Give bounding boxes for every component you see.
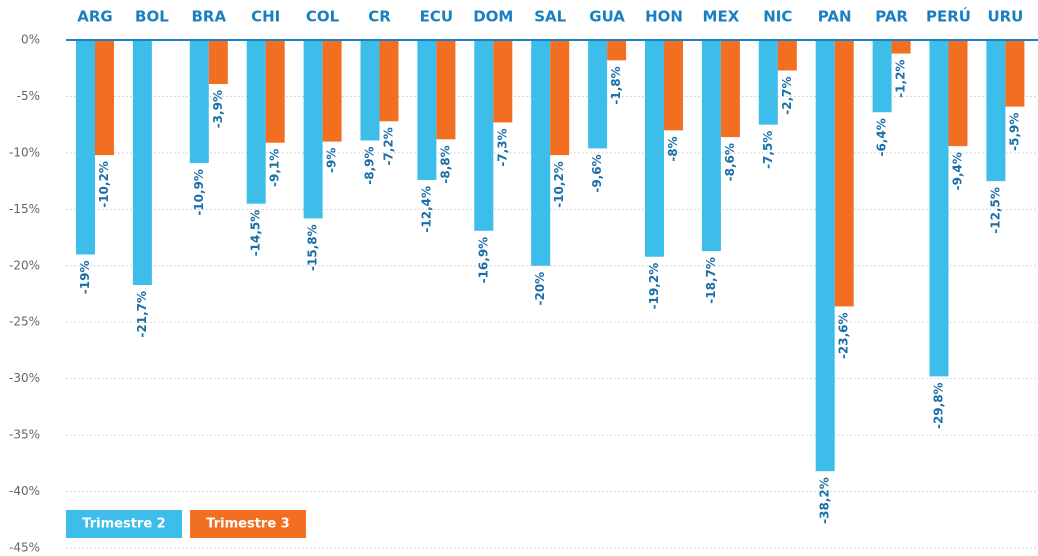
value-label: -5,9% bbox=[1007, 113, 1021, 151]
value-label: -9,6% bbox=[590, 154, 604, 192]
x-tick-label: COL bbox=[306, 8, 340, 26]
legend-swatch bbox=[190, 510, 306, 538]
bar bbox=[588, 40, 608, 149]
value-label: -12,4% bbox=[419, 186, 433, 233]
bar bbox=[322, 40, 342, 142]
y-tick-label: -5% bbox=[17, 89, 40, 103]
x-tick-label: URU bbox=[987, 8, 1023, 26]
bar bbox=[1005, 40, 1025, 107]
value-label: -10,2% bbox=[97, 161, 111, 208]
bar bbox=[132, 40, 152, 285]
x-tick-label: PERÚ bbox=[926, 7, 971, 26]
y-tick-label: -45% bbox=[9, 541, 40, 555]
value-label: -7,2% bbox=[382, 127, 396, 165]
x-tick-label: HON bbox=[645, 8, 683, 26]
y-tick-label: -30% bbox=[9, 371, 40, 385]
bar bbox=[436, 40, 456, 140]
value-label: -10,9% bbox=[192, 169, 206, 216]
value-label: -2,7% bbox=[780, 76, 794, 114]
value-label: -6,4% bbox=[875, 118, 889, 156]
legend-swatch bbox=[66, 510, 182, 538]
y-tick-label: -15% bbox=[9, 202, 40, 216]
value-label: -16,9% bbox=[476, 237, 490, 284]
x-tick-label: BRA bbox=[192, 8, 227, 26]
x-tick-label: CR bbox=[368, 8, 391, 26]
bar bbox=[208, 40, 228, 85]
bar bbox=[720, 40, 740, 138]
value-label: -23,6% bbox=[837, 312, 851, 359]
x-tick-label: MEX bbox=[703, 8, 740, 26]
bar bbox=[758, 40, 778, 125]
value-label: -3,9% bbox=[211, 90, 225, 128]
value-label: -1,2% bbox=[894, 60, 908, 98]
bar bbox=[95, 40, 114, 156]
x-tick-label: DOM bbox=[473, 8, 513, 26]
bar bbox=[815, 40, 835, 472]
x-tick-label: ARG bbox=[77, 8, 112, 26]
bar bbox=[550, 40, 570, 156]
x-tick-label: CHI bbox=[251, 8, 280, 26]
x-tick-label: ECU bbox=[420, 8, 453, 26]
value-label: -19,2% bbox=[647, 263, 661, 310]
bar bbox=[360, 40, 380, 141]
y-tick-label: -35% bbox=[9, 428, 40, 442]
bar bbox=[474, 40, 494, 231]
bar bbox=[701, 40, 721, 252]
y-tick-label: -10% bbox=[9, 145, 40, 159]
value-label: -19% bbox=[78, 260, 92, 294]
y-tick-label: 0% bbox=[21, 33, 40, 47]
value-label: -12,5% bbox=[988, 187, 1002, 234]
legend-label: Trimestre 2 bbox=[82, 517, 165, 532]
bar bbox=[834, 40, 854, 307]
y-tick-label: -20% bbox=[9, 258, 40, 272]
bar bbox=[265, 40, 285, 143]
bar bbox=[645, 40, 664, 257]
x-tick-label: GUA bbox=[589, 8, 625, 26]
bar bbox=[948, 40, 968, 147]
value-label: -7,5% bbox=[761, 131, 775, 169]
value-label: -8,9% bbox=[363, 146, 377, 184]
value-label: -7,3% bbox=[495, 128, 509, 166]
bar bbox=[189, 40, 209, 164]
value-label: -15,8% bbox=[306, 224, 320, 271]
x-tick-label: PAN bbox=[818, 8, 852, 26]
value-label: -9,4% bbox=[951, 152, 965, 190]
x-tick-label: BOL bbox=[135, 8, 169, 26]
value-label: -8,6% bbox=[723, 143, 737, 181]
bar bbox=[664, 40, 683, 131]
legend-label: Trimestre 3 bbox=[206, 517, 289, 532]
bar bbox=[76, 40, 95, 255]
value-label: -1,8% bbox=[609, 66, 623, 104]
x-tick-label: SAL bbox=[534, 8, 566, 26]
y-tick-label: -40% bbox=[9, 484, 40, 498]
bar bbox=[891, 40, 911, 54]
bar bbox=[777, 40, 797, 71]
x-tick-label: PAR bbox=[875, 8, 908, 26]
value-label: -10,2% bbox=[552, 161, 566, 208]
value-label: -9% bbox=[325, 148, 339, 173]
bar bbox=[417, 40, 437, 180]
value-label: -38,2% bbox=[818, 477, 832, 524]
value-label: -29,8% bbox=[932, 382, 946, 429]
value-label: -20% bbox=[533, 272, 547, 306]
value-label: -9,1% bbox=[268, 149, 282, 187]
bar bbox=[379, 40, 399, 122]
bar bbox=[929, 40, 949, 377]
value-label: -8% bbox=[666, 136, 680, 161]
value-label: -18,7% bbox=[704, 257, 718, 304]
bar bbox=[986, 40, 1006, 182]
bar bbox=[246, 40, 266, 204]
x-tick-label: NIC bbox=[763, 8, 792, 26]
value-label: -8,8% bbox=[438, 145, 452, 183]
bar bbox=[872, 40, 892, 113]
value-label: -21,7% bbox=[135, 291, 149, 338]
y-tick-label: -25% bbox=[9, 315, 40, 329]
bar bbox=[607, 40, 627, 61]
bar bbox=[531, 40, 551, 266]
value-label: -14,5% bbox=[249, 210, 263, 257]
bar bbox=[493, 40, 513, 123]
bar bbox=[303, 40, 323, 219]
